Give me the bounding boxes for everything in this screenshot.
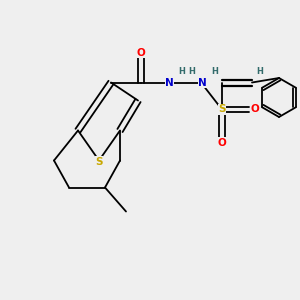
Text: H: H — [189, 68, 195, 76]
Text: O: O — [250, 104, 260, 115]
Text: H: H — [178, 68, 185, 76]
Text: H: H — [256, 67, 263, 76]
Text: S: S — [95, 157, 103, 167]
Text: N: N — [198, 77, 207, 88]
Text: S: S — [218, 104, 226, 115]
Text: H: H — [211, 67, 218, 76]
Text: N: N — [165, 77, 174, 88]
Text: O: O — [136, 47, 146, 58]
Text: O: O — [218, 137, 226, 148]
